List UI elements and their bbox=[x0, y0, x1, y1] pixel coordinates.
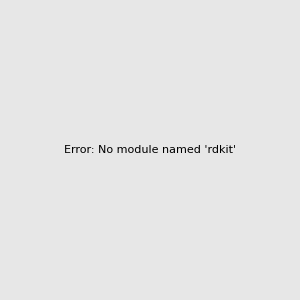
Text: Error: No module named 'rdkit': Error: No module named 'rdkit' bbox=[64, 145, 236, 155]
